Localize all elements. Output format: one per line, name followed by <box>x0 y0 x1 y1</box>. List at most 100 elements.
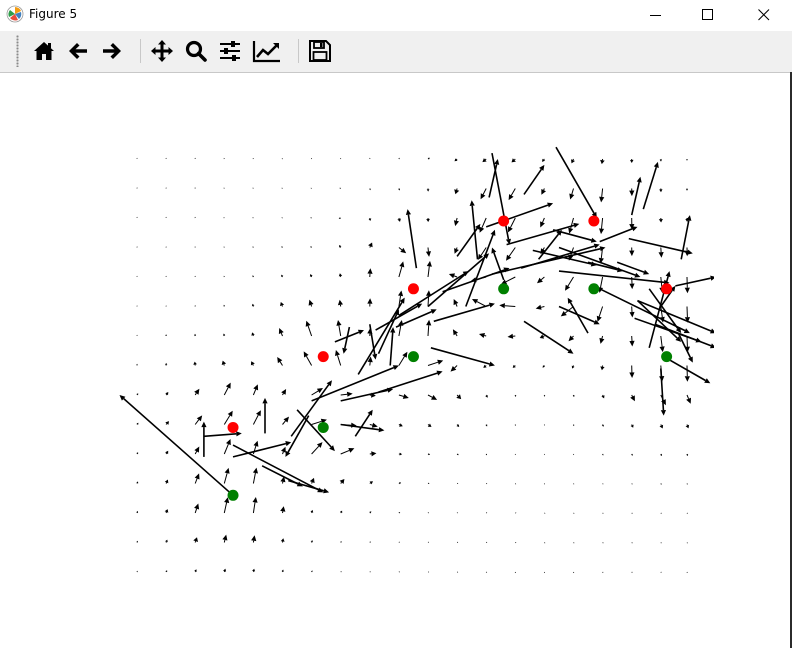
vector-arrow <box>223 246 225 248</box>
vector-arrow <box>310 540 313 543</box>
vector-arrow <box>221 360 227 366</box>
vector-arrow <box>367 356 373 366</box>
red-point <box>407 283 419 295</box>
vector-arrow <box>659 188 663 193</box>
save-button[interactable] <box>306 37 334 65</box>
vector-arrow <box>223 467 230 484</box>
vector-arrow-large <box>342 326 351 354</box>
vector-arrow-large <box>232 441 292 458</box>
vector-arrow <box>252 217 254 219</box>
minimize-button[interactable] <box>633 0 679 30</box>
vector-arrow <box>427 512 429 514</box>
vector-arrow <box>456 453 459 456</box>
vector-arrow <box>629 247 635 257</box>
vector-arrow <box>281 246 283 248</box>
vector-arrow <box>573 542 575 544</box>
edit-axes-button[interactable] <box>250 37 280 65</box>
vector-arrow <box>514 394 517 397</box>
vector-arrow <box>252 497 258 514</box>
vector-arrow <box>165 246 167 248</box>
vector-arrow <box>367 268 373 278</box>
vector-arrow <box>310 217 312 219</box>
vector-arrow <box>136 275 138 277</box>
close-button[interactable] <box>741 0 787 30</box>
home-button[interactable] <box>30 37 58 65</box>
vector-arrow <box>309 477 315 484</box>
vector-arrow <box>629 365 635 378</box>
vector-arrow <box>340 510 343 514</box>
vector-arrow-large <box>485 202 554 228</box>
vector-arrow <box>631 512 633 514</box>
vector-arrow <box>223 304 225 307</box>
vector-arrow-large <box>677 332 693 363</box>
vector-arrow-large <box>520 243 600 269</box>
forward-button[interactable] <box>98 37 126 65</box>
vector-arrow <box>565 276 574 291</box>
vector-arrow <box>165 421 169 425</box>
vector-arrow-large <box>558 270 670 285</box>
vector-arrow <box>339 245 342 248</box>
vector-arrow <box>508 217 516 233</box>
pan-button[interactable] <box>148 37 176 65</box>
vector-arrow <box>369 511 372 514</box>
vector-arrow <box>252 158 254 160</box>
subplots-button[interactable] <box>216 37 244 65</box>
vector-arrow <box>686 571 688 573</box>
vector-arrow <box>482 158 487 163</box>
vector-arrow <box>194 333 197 337</box>
vector-arrow <box>630 424 634 428</box>
vector-arrow-large <box>389 327 396 366</box>
vector-arrow-large <box>465 229 496 307</box>
vector-arrow <box>398 541 400 543</box>
vector-arrow-large <box>201 421 207 457</box>
vector-arrow-large <box>654 323 714 349</box>
vector-arrow <box>281 217 283 219</box>
vector-arrow <box>369 422 378 428</box>
vector-arrow-large <box>491 247 505 281</box>
vector-arrow <box>486 541 488 543</box>
vector-arrow-large <box>491 246 606 275</box>
vector-arrow <box>337 299 343 307</box>
vector-arrow <box>339 479 345 484</box>
vector-arrow <box>483 364 487 368</box>
vector-arrow <box>452 329 458 337</box>
vector-arrow <box>165 216 167 218</box>
vector-arrow <box>250 361 255 366</box>
vector-arrow <box>454 158 458 162</box>
vector-arrow <box>136 334 138 336</box>
vector-arrow <box>310 509 314 514</box>
vector-arrow <box>486 512 488 514</box>
back-button[interactable] <box>64 37 92 65</box>
close-icon <box>758 9 770 21</box>
vector-arrow <box>539 334 545 339</box>
vector-arrow-large <box>334 329 364 343</box>
vector-arrow <box>542 365 545 368</box>
vector-arrow <box>659 335 665 353</box>
vector-arrow <box>686 159 688 161</box>
vector-arrow <box>252 568 256 573</box>
vector-arrow <box>602 483 604 485</box>
vector-arrow <box>485 453 487 456</box>
zoom-button[interactable] <box>182 37 210 65</box>
figure-canvas[interactable] <box>0 73 790 648</box>
vector-arrow <box>165 539 168 543</box>
vector-arrow-large <box>660 285 676 307</box>
vector-arrow-large <box>290 380 332 437</box>
vector-arrow <box>485 394 488 398</box>
vector-arrow <box>631 453 633 456</box>
vector-arrow <box>506 247 516 261</box>
toolbar-grip[interactable] <box>16 35 19 67</box>
vector-arrow <box>367 298 373 307</box>
vector-arrow <box>479 217 487 233</box>
vector-arrow <box>535 304 545 310</box>
vector-arrow-large <box>203 431 242 438</box>
vector-arrow-large <box>630 176 642 216</box>
vector-arrow <box>571 158 575 164</box>
title-bar: Figure 5 <box>0 0 792 30</box>
vector-arrow <box>280 302 285 307</box>
vector-arrow <box>427 482 430 484</box>
green-point <box>317 421 329 433</box>
vector-arrow <box>515 542 517 544</box>
vector-arrow <box>193 537 198 543</box>
maximize-button[interactable] <box>685 0 731 30</box>
